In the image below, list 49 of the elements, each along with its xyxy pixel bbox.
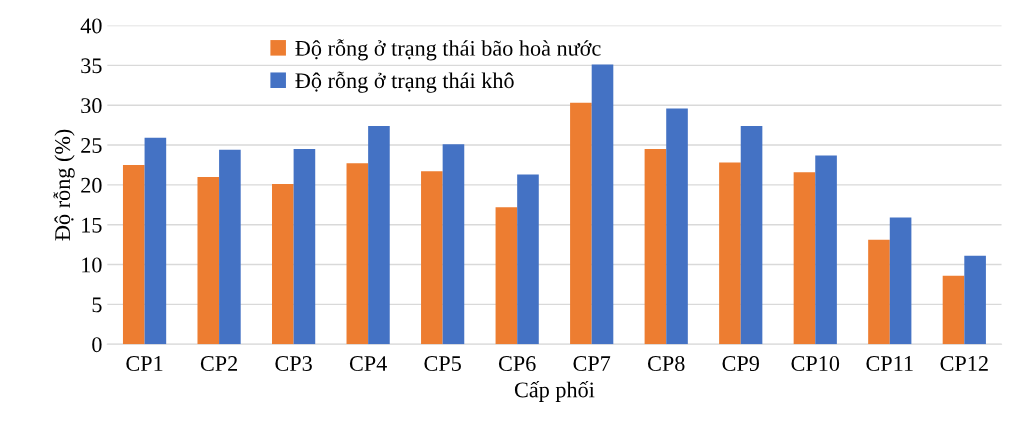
bar <box>644 149 667 345</box>
y-tick-label: 40 <box>80 18 102 34</box>
y-tick-label: 10 <box>82 257 102 273</box>
bar <box>442 144 465 345</box>
bar <box>793 172 816 345</box>
bar <box>144 137 167 345</box>
bar <box>122 164 145 345</box>
x-tick-label: CP11 <box>866 356 913 371</box>
bar <box>346 163 369 345</box>
x-tick-label: CP1 <box>126 356 163 371</box>
y-axis-title: Độ rỗng (%) <box>53 129 75 241</box>
y-tick-label: 0 <box>92 337 102 353</box>
x-tick-label: CP4 <box>349 356 387 371</box>
x-tick-label: CP6 <box>498 356 536 371</box>
bar <box>889 217 912 345</box>
x-tick-label: CP9 <box>722 356 759 371</box>
bar <box>368 125 390 345</box>
x-tick-label: CP8 <box>647 356 685 371</box>
x-tick-label: CP5 <box>424 356 461 371</box>
y-tick-label: 15 <box>82 217 102 233</box>
bar <box>517 174 539 345</box>
x-tick-label: CP10 <box>791 356 840 371</box>
bar <box>591 64 614 345</box>
bar <box>293 149 316 345</box>
bar <box>495 207 518 345</box>
bar <box>740 125 763 345</box>
bar <box>868 239 890 345</box>
x-tick-label: CP7 <box>573 356 611 371</box>
y-tick-label: 5 <box>92 297 102 313</box>
y-tick-label: 20 <box>81 177 102 193</box>
bar <box>964 255 986 345</box>
bar <box>942 275 965 345</box>
y-tick-label: 25 <box>81 138 102 153</box>
legend-label: Độ rỗng ở trạng thái bão hoà nước <box>295 39 601 61</box>
y-tick-label: 30 <box>81 98 102 114</box>
x-tick-label: CP3 <box>275 356 312 371</box>
bar <box>570 102 592 345</box>
x-axis-title: Cấp phối <box>514 381 595 402</box>
bar <box>272 184 294 345</box>
bar <box>219 149 241 345</box>
bar <box>666 108 688 345</box>
bar <box>815 155 837 345</box>
y-tick-label: 35 <box>81 58 102 74</box>
bar <box>197 176 220 345</box>
bar <box>421 171 443 345</box>
x-tick-label: CP2 <box>200 356 238 371</box>
bar <box>719 162 741 345</box>
legend-label: Độ rỗng ở trạng thái khô <box>295 71 514 93</box>
x-tick-label: CP12 <box>940 356 988 371</box>
